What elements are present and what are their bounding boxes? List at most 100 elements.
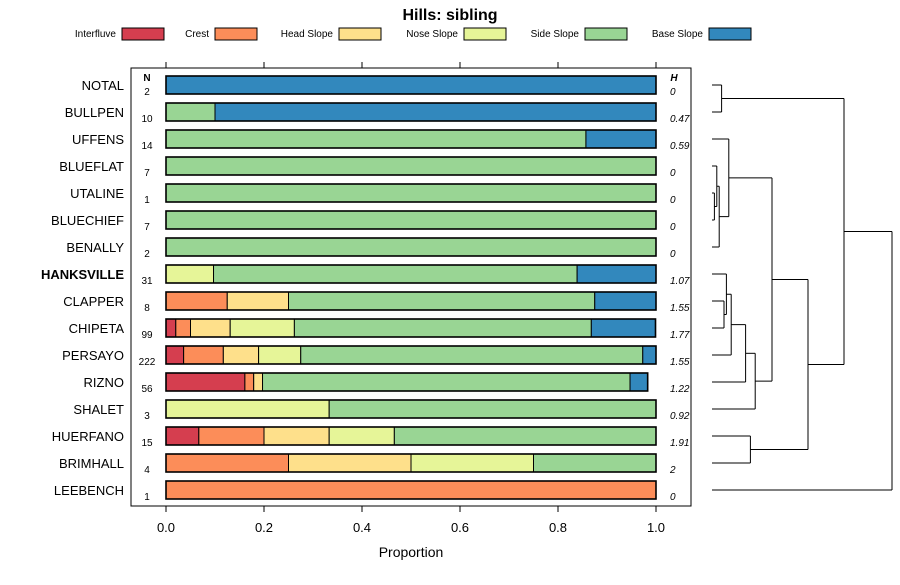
- row-label: NOTAL: [82, 78, 124, 93]
- bar-row: CLAPPER 8 1.55: [63, 291, 690, 314]
- bar-row: NOTAL 2 0: [82, 75, 676, 98]
- h-value: 1.22: [670, 384, 690, 395]
- bar-segment: [263, 426, 330, 446]
- x-tick-label: 0.2: [255, 520, 273, 535]
- bar-outline: [165, 426, 657, 446]
- h-value: 1.91: [670, 438, 689, 449]
- bar-segment: [175, 318, 192, 338]
- row-label: SHALET: [73, 402, 124, 417]
- bar-segment: [165, 345, 185, 365]
- h-value: 0.59: [670, 141, 690, 152]
- bar-segment: [328, 399, 657, 419]
- legend-swatch: [121, 27, 165, 41]
- bar-segment: [253, 372, 264, 392]
- bar-segment: [165, 453, 289, 473]
- legend-label: Base Slope: [652, 29, 704, 40]
- h-value: 1.55: [670, 357, 690, 368]
- bar-row: CHIPETA 99 1.77: [69, 318, 690, 341]
- n-value: 7: [144, 168, 150, 179]
- bar-outline: [165, 291, 657, 311]
- row-label: LEEBENCH: [54, 483, 124, 498]
- n-value: 10: [141, 114, 153, 125]
- bar-segment: [410, 453, 534, 473]
- bar-segment: [165, 210, 657, 230]
- bar-segment: [594, 291, 657, 311]
- h-value: 1.55: [670, 303, 690, 314]
- legend-swatch: [708, 27, 752, 41]
- row-label: BLUECHIEF: [51, 213, 124, 228]
- h-value: 1.77: [670, 330, 690, 341]
- row-label: UFFENS: [72, 132, 124, 147]
- n-value: 2: [144, 87, 150, 98]
- bar-segment: [214, 102, 657, 122]
- bar-row: BENALLY 2 0: [66, 237, 676, 260]
- row-label: UTALINE: [70, 186, 124, 201]
- row-label: RIZNO: [84, 375, 124, 390]
- bar-segment: [183, 345, 224, 365]
- row-label: PERSAYO: [62, 348, 124, 363]
- chart-title: Hills: sibling: [402, 7, 497, 24]
- bar-segment: [533, 453, 657, 473]
- bar-outline: [165, 102, 657, 122]
- bar-segment: [585, 129, 657, 149]
- h-value: 0: [670, 492, 676, 503]
- n-value: 31: [141, 276, 153, 287]
- h-value: 1.07: [670, 276, 690, 287]
- bar-outline: [165, 399, 657, 419]
- bar-segment: [165, 75, 657, 95]
- bar-segment: [293, 318, 592, 338]
- bar-row: UFFENS 14 0.59: [72, 129, 690, 152]
- bar-row: UTALINE 1 0: [70, 183, 676, 206]
- n-value: 7: [144, 222, 150, 233]
- n-value: 2: [144, 249, 150, 260]
- bar-segment: [576, 264, 657, 284]
- h-value: 0.47: [670, 114, 690, 125]
- bar-segment: [198, 426, 265, 446]
- n-value: 8: [144, 303, 150, 314]
- bar-segment: [165, 318, 177, 338]
- legend-swatch: [338, 27, 382, 41]
- bar-row: BLUEFLAT 7 0: [59, 156, 676, 179]
- bar-outline: [165, 156, 657, 176]
- h-value: 0: [670, 195, 676, 206]
- n-column-header: N: [143, 73, 150, 84]
- legend-label: Crest: [185, 29, 209, 40]
- bar-segment: [244, 372, 255, 392]
- bar-row: BLUECHIEF 7 0: [51, 210, 676, 233]
- bar-row: HUERFANO 15 1.91: [52, 426, 689, 449]
- h-value: 0.92: [670, 411, 690, 422]
- bar-segment: [165, 183, 657, 203]
- bar-segment: [288, 291, 596, 311]
- x-tick-label: 0.6: [451, 520, 469, 535]
- legend-label: Side Slope: [531, 29, 580, 40]
- bar-segment: [642, 345, 657, 365]
- bar-outline: [165, 210, 657, 230]
- n-value: 3: [144, 411, 150, 422]
- n-value: 1: [144, 492, 150, 503]
- legend-label: Interfluve: [75, 29, 117, 40]
- x-axis-title: Proportion: [379, 544, 444, 560]
- legend-swatch: [463, 27, 507, 41]
- row-label: BLUEFLAT: [59, 159, 124, 174]
- bar-segment: [165, 399, 330, 419]
- bar-row: PERSAYO 222 1.55: [62, 345, 690, 368]
- row-label: HANKSVILLE: [41, 267, 124, 282]
- bar-segment: [190, 318, 231, 338]
- bar-outline: [165, 318, 657, 338]
- n-value: 4: [144, 465, 150, 476]
- bar-segment: [629, 372, 649, 392]
- bar-row: BRIMHALL 4 2: [59, 453, 676, 476]
- bar-outline: [165, 129, 657, 149]
- bar-segment: [222, 345, 260, 365]
- row-label: CLAPPER: [63, 294, 124, 309]
- dendrogram: [712, 84, 893, 491]
- x-tick-label: 0.8: [549, 520, 567, 535]
- bar-segment: [393, 426, 657, 446]
- bar-segment: [165, 372, 246, 392]
- bar-segment: [165, 480, 657, 500]
- bar-outline: [165, 480, 657, 500]
- x-tick-label: 0.4: [353, 520, 371, 535]
- n-value: 56: [141, 384, 153, 395]
